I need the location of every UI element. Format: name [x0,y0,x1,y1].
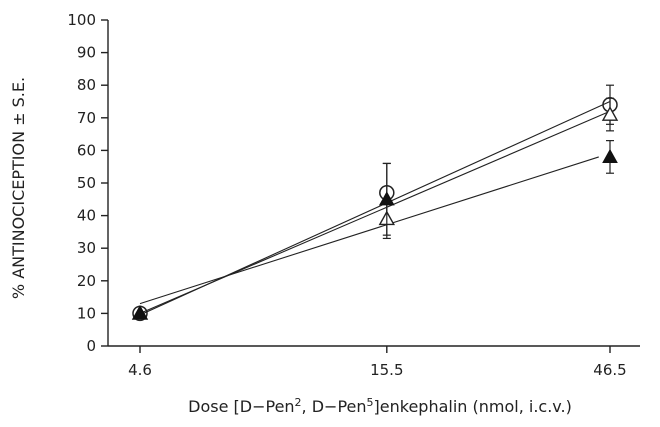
x-axis-title-part: ]enkephalin (nmol, i.c.v.) [374,397,572,416]
filled-triangle-marker [132,305,148,320]
open-triangle-marker [601,106,619,121]
y-axis-title: % ANTINOCICEPTION ± S.E. [9,77,28,299]
regression-line [139,110,611,314]
regression-lines [139,100,611,316]
x-ticks: 4.6 15.5 46.5 [128,346,627,379]
x-axis-title-superscript: 2 [295,396,302,409]
y-tick-label: 20 [77,272,96,290]
x-tick-label: 4.6 [128,361,152,379]
x-axis-title-part: Dose [D−Pen [188,397,294,416]
y-tick-label: 30 [77,239,96,257]
x-axis-title-superscript: 5 [367,396,374,409]
x-axis: 4.6 15.5 46.5 [108,345,640,379]
y-axis: 0 10 20 30 40 50 60 70 80 90 100 [67,11,109,355]
y-tick-label: 60 [77,141,96,159]
x-axis-title: Dose [D−Pen2, D−Pen5]enkephalin (nmol, i… [188,396,572,417]
y-tick-label: 90 [77,44,96,62]
y-tick-label: 40 [77,207,96,225]
filled-triangle-marker [602,148,618,164]
y-tick-label: 10 [77,304,96,322]
y-tick-label: 100 [67,11,96,29]
filled-triangle-marker [378,191,395,206]
data-markers [131,84,619,322]
y-tick-label: 70 [77,109,96,127]
y-tick-label: 50 [77,174,96,192]
x-axis-title-part: , D−Pen [302,397,367,416]
y-ticks: 0 10 20 30 40 50 60 70 80 90 100 [67,11,108,355]
y-tick-label: 0 [86,337,96,355]
x-tick-label: 15.5 [370,361,403,379]
y-tick-label: 80 [77,76,96,94]
regression-line [139,156,599,305]
x-tick-label: 46.5 [593,361,626,379]
